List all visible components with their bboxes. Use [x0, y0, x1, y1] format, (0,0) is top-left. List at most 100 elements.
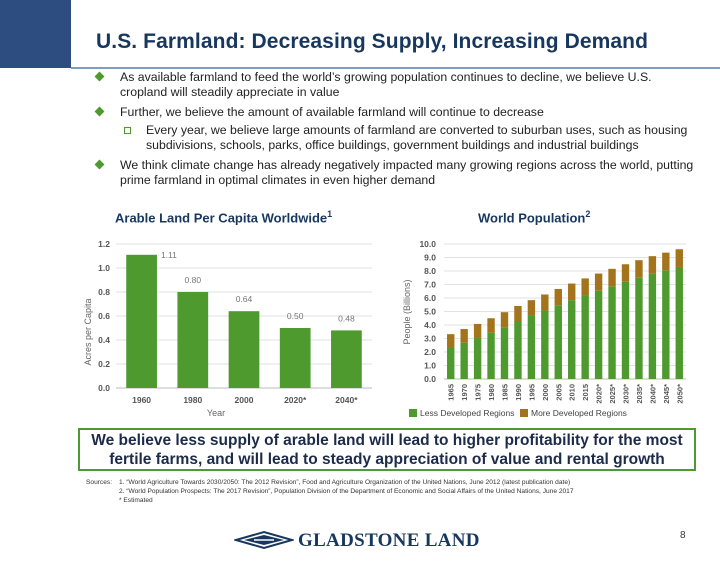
population-bar-segment	[621, 264, 630, 282]
arable-x-axis-label: Year	[207, 408, 225, 418]
sources-label: Sources:	[86, 479, 113, 486]
population-bar-segment	[581, 295, 589, 379]
callout-text: We believe less supply of arable land wi…	[91, 432, 683, 468]
population-y-tick-label: 8.0	[424, 266, 436, 276]
source-line: 2. “World Population Prospects: The 2017…	[119, 488, 574, 495]
population-x-tick-label: 1970	[460, 384, 469, 401]
header-accent-strip	[0, 0, 71, 68]
sub-bullet-item: Every year, we believe large amounts of …	[96, 123, 696, 153]
population-chart-footnote-ref: 2	[585, 209, 591, 219]
population-x-tick-label: 2050*	[675, 384, 684, 404]
bullet-text: We think climate change has already nega…	[120, 158, 694, 187]
bullet-list: As available farmland to feed the world’…	[94, 70, 696, 193]
population-bar-segment	[500, 327, 509, 379]
arable-bar	[331, 330, 362, 388]
population-legend: Less Developed Regions More Developed Re…	[409, 408, 627, 418]
population-y-tick-label: 1.0	[424, 361, 436, 371]
population-bar-segment	[621, 281, 630, 379]
square-bullet-icon	[124, 127, 131, 134]
page-number: 8	[680, 530, 686, 541]
logo-mark-icon	[234, 530, 294, 550]
population-bar-segment	[594, 273, 603, 291]
population-bar-segment	[608, 268, 616, 287]
bullet-item: As available farmland to feed the world’…	[94, 70, 696, 100]
arable-data-label: 0.50	[287, 311, 304, 321]
population-x-tick-label: 2015	[581, 384, 590, 401]
arable-y-tick-label: 0.8	[98, 287, 110, 297]
arable-bar	[126, 254, 157, 388]
population-bar-segment	[527, 300, 536, 316]
bullet-item: Further, we believe the amount of availa…	[94, 105, 696, 120]
population-y-tick-label: 4.0	[424, 320, 436, 330]
population-bar-segment	[662, 252, 670, 271]
population-bar-segment	[514, 321, 522, 379]
population-bar-segment	[648, 273, 657, 379]
population-x-tick-label: 1990	[514, 384, 523, 401]
population-x-tick-label: 1985	[501, 384, 510, 401]
arable-bar	[228, 311, 260, 388]
population-bar-segment	[608, 286, 616, 379]
arable-y-tick-label: 1.2	[98, 239, 110, 249]
diamond-bullet-icon	[94, 159, 105, 170]
arable-bar	[279, 328, 311, 388]
population-bar-segment	[460, 342, 468, 379]
population-bar-segment	[635, 260, 643, 278]
population-x-tick-label: 1995	[527, 384, 536, 401]
population-y-tick-label: 7.0	[424, 280, 436, 290]
population-y-tick-label: 6.0	[424, 293, 436, 303]
legend-swatch-more-developed	[520, 409, 528, 417]
bullet-text: As available farmland to feed the world’…	[120, 70, 652, 99]
population-bar-segment	[473, 337, 482, 379]
sub-bullet-text: Every year, we believe large amounts of …	[146, 123, 688, 152]
arable-data-label: 0.64	[236, 294, 253, 304]
callout-box: We believe less supply of arable land wi…	[78, 428, 696, 471]
logo-text: GLADSTONE LAND	[298, 530, 480, 551]
title-divider	[71, 67, 720, 69]
population-x-tick-label: 2005	[554, 384, 563, 401]
population-bar-segment	[460, 329, 468, 343]
legend-label-more-developed: More Developed Regions	[531, 408, 627, 418]
population-bar-segment	[487, 332, 495, 379]
population-chart-title: World Population2	[478, 209, 590, 225]
population-x-tick-label: 1975	[474, 384, 483, 401]
population-x-tick-label: 2040*	[648, 384, 657, 404]
population-bar-segment	[447, 334, 455, 348]
arable-x-tick-label: 1960	[132, 395, 151, 405]
arable-x-tick-label: 2000	[235, 395, 254, 405]
population-y-tick-label: 5.0	[424, 307, 436, 317]
population-bar-segment	[675, 266, 683, 379]
population-x-tick-label: 2030*	[622, 384, 631, 404]
company-logo: GLADSTONE LAND	[234, 530, 494, 551]
population-x-tick-label: 2020*	[595, 384, 604, 404]
arable-y-tick-label: 0.4	[98, 335, 110, 345]
population-bar-segment	[527, 315, 536, 379]
population-bar-segment	[447, 347, 455, 379]
legend-swatch-less-developed	[409, 409, 417, 417]
population-bar-segment	[514, 305, 522, 322]
diamond-bullet-icon	[94, 106, 105, 117]
arable-y-tick-label: 0.0	[98, 383, 110, 393]
arable-y-tick-label: 0.2	[98, 359, 110, 369]
population-bar-segment	[594, 290, 603, 379]
arable-data-label: 0.80	[185, 275, 202, 285]
population-bar-segment	[554, 305, 562, 379]
arable-y-axis-label: Acres per Capita	[83, 298, 93, 365]
population-bar-segment	[473, 323, 482, 338]
population-bar-segment	[662, 270, 670, 379]
slide-title: U.S. Farmland: Decreasing Supply, Increa…	[96, 30, 649, 53]
population-x-tick-label: 2000	[541, 384, 550, 401]
arable-data-label: 0.48	[338, 313, 355, 323]
population-y-tick-label: 3.0	[424, 334, 436, 344]
population-chart-title-text: World Population	[478, 210, 586, 226]
population-x-tick-label: 1980	[487, 384, 496, 401]
population-x-tick-label: 2035*	[635, 384, 644, 404]
arable-chart-title-text: Arable Land Per Capita Worldwide	[115, 210, 328, 226]
population-x-tick-label: 2045*	[662, 384, 671, 404]
population-bar-segment	[648, 256, 657, 274]
population-bar-segment	[568, 283, 576, 301]
population-bar-segment	[487, 318, 495, 333]
population-bar-segment	[541, 310, 549, 379]
arable-y-tick-label: 0.6	[98, 311, 110, 321]
bullet-item: We think climate change has already nega…	[94, 158, 696, 188]
diamond-bullet-icon	[94, 71, 105, 82]
